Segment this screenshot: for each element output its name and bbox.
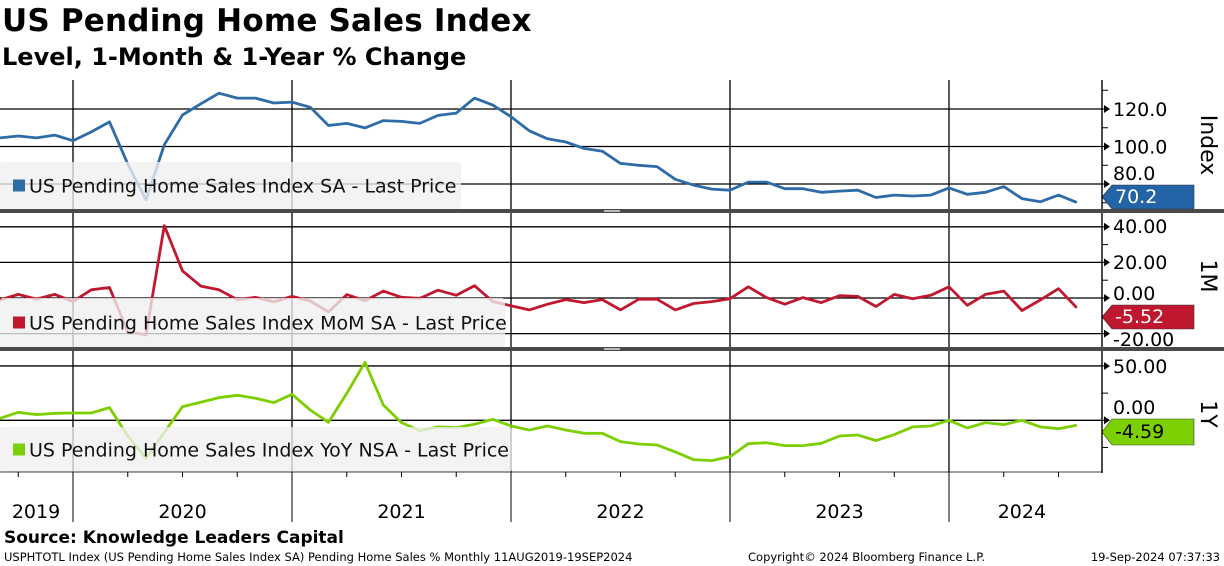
legend-box [0,298,505,347]
y-tick-label: 80.0 [1113,163,1155,185]
series-line-1y [0,360,1078,463]
y-tick-label: 0.00 [1113,283,1155,305]
last-value-label: 70.2 [1115,186,1157,208]
last-value-label: -4.59 [1115,421,1164,443]
resize-handle-icon[interactable] [604,210,620,212]
y-tick-label: 20.00 [1113,252,1167,274]
legend-box [0,162,461,209]
x-tick-label: 2021 [377,501,425,523]
legend-swatch-icon [13,316,25,329]
y-tick-label: 0.00 [1113,397,1155,419]
y-tick-label: 100.0 [1113,137,1167,159]
x-tick-label: 2024 [998,501,1046,523]
y-tick-label: -20.00 [1113,329,1174,351]
x-tick-label: 2022 [596,501,644,523]
axis-title: 1Y [1195,400,1220,428]
x-tick-label: 2020 [158,501,206,523]
legend-label[interactable]: US Pending Home Sales Index YoY NSA - La… [29,440,509,462]
legends: US Pending Home Sales Index SA - Last Pr… [0,162,512,472]
legend-label[interactable]: US Pending Home Sales Index SA - Last Pr… [29,176,456,198]
footer-timestamp: 19-Sep-2024 07:37:33 [1091,550,1220,564]
x-tick-label: 2019 [12,501,60,523]
axis-title: Index [1195,115,1220,176]
source-label: Source: Knowledge Leaders Capital [4,528,344,548]
x-axis: 2019 2020 2021 2022 2023 2024 [0,471,1102,523]
panel-separators [0,209,1224,351]
series-lines [0,91,1078,463]
y-tick-label: 120.0 [1113,99,1167,121]
legend-swatch-icon [13,179,25,192]
x-tick-label: 2023 [815,501,863,523]
right-axis: 80.0 100.0 120.0 70.2 Index 40.00 20.00 0.00 -20… [1101,80,1220,473]
resize-handle-icon[interactable] [604,348,620,350]
chart-title: US Pending Home Sales Index [2,3,532,39]
last-value-tag [1101,304,1195,330]
footer-copyright: Copyright© 2024 Bloomberg Finance L.P. [748,550,985,564]
last-value-label: -5.52 [1115,306,1164,328]
y-tick-label: 50.00 [1113,356,1167,378]
y-tick-label: 40.00 [1113,216,1167,238]
footer-ticker: USPHTOTL Index (US Pending Home Sales In… [4,550,632,564]
series-line-index [0,91,1078,204]
axis-title: 1M [1195,260,1220,293]
last-value-tag [1101,184,1195,210]
series-line-1m [0,224,1078,337]
legend-swatch-icon [13,443,25,456]
chart-subtitle: Level, 1-Month & 1-Year % Change [2,43,467,71]
legend-label[interactable]: US Pending Home Sales Index MoM SA - Las… [29,313,507,335]
legend-box [0,427,512,472]
last-value-tag [1101,418,1195,446]
